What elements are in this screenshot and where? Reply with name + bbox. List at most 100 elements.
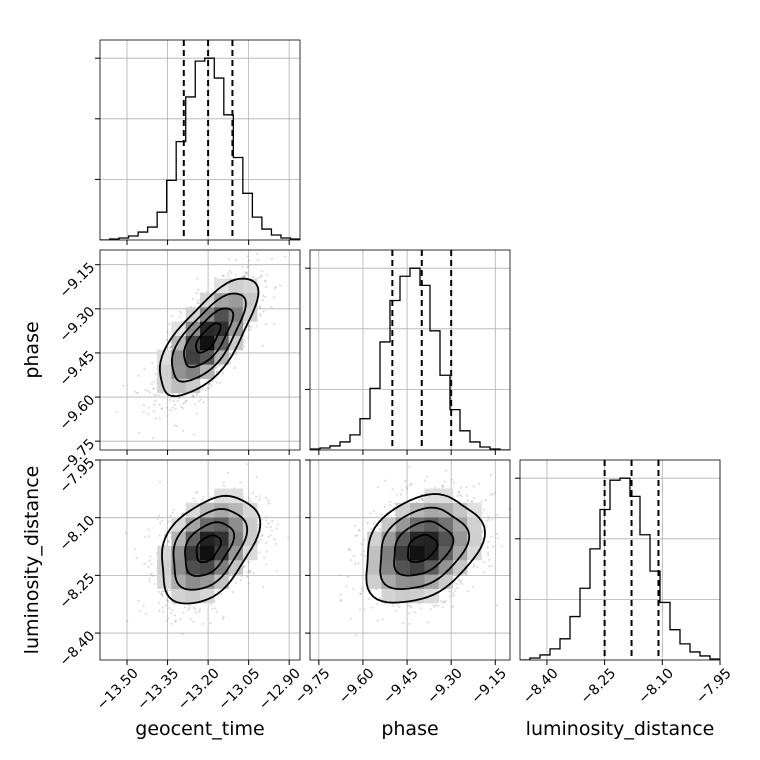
sample-point <box>389 500 392 504</box>
sample-point <box>180 312 183 315</box>
density-cell <box>185 517 201 532</box>
contour-line <box>183 307 235 369</box>
sample-point <box>255 325 258 328</box>
sample-point <box>356 534 359 537</box>
sample-point <box>197 288 200 291</box>
sample-point <box>199 398 202 401</box>
sample-point <box>152 380 155 383</box>
density-cell <box>185 531 201 547</box>
sample-point <box>245 462 248 466</box>
sample-point <box>227 258 231 261</box>
sample-point <box>441 601 444 604</box>
sample-point <box>210 603 213 606</box>
sample-point <box>406 604 410 607</box>
density-cell <box>242 502 258 518</box>
sample-point <box>148 580 152 583</box>
sample-point <box>150 562 153 566</box>
sample-point <box>346 575 350 578</box>
sample-point <box>124 531 127 535</box>
sample-point <box>276 523 279 526</box>
density-cell <box>424 488 439 504</box>
sample-point <box>244 321 247 324</box>
density-cell <box>157 378 172 394</box>
sample-point <box>215 370 218 374</box>
sample-point <box>148 577 151 580</box>
sample-point <box>489 493 492 496</box>
sample-point <box>389 503 392 507</box>
density-cell <box>467 531 482 547</box>
sample-point <box>490 518 494 521</box>
sample-point <box>214 276 217 279</box>
sample-point <box>261 344 264 347</box>
sample-point <box>226 271 229 275</box>
density-cell <box>242 517 258 532</box>
panel-frame <box>99 39 301 241</box>
sample-point <box>159 522 162 525</box>
sample-point <box>151 437 155 440</box>
contour-line <box>365 493 486 604</box>
sample-point <box>164 604 167 607</box>
sample-point <box>404 480 407 483</box>
contour-line <box>195 322 222 354</box>
sample-point <box>179 405 183 408</box>
x-axis-label-geocent_time: geocent_time <box>135 718 264 740</box>
sample-point <box>246 575 249 578</box>
density-cell <box>395 531 411 547</box>
sample-point <box>392 604 395 607</box>
sample-point <box>170 622 173 625</box>
sample-point <box>349 617 352 620</box>
sample-point <box>136 391 139 394</box>
sample-point <box>262 309 265 313</box>
sample-point <box>211 379 214 383</box>
sample-point <box>147 406 151 409</box>
sample-point <box>214 367 217 370</box>
density-cell <box>467 545 482 561</box>
sample-point <box>363 608 366 611</box>
density-cell <box>395 588 411 604</box>
sample-point <box>481 537 484 540</box>
sample-point <box>191 394 194 397</box>
density-cell <box>214 502 229 518</box>
sample-point <box>139 610 142 613</box>
sample-point <box>246 273 249 276</box>
sample-point <box>413 611 416 614</box>
sample-point <box>262 585 265 589</box>
sample-point <box>481 531 484 534</box>
sample-point <box>174 407 177 410</box>
sample-point <box>239 481 242 484</box>
sample-point <box>174 620 177 623</box>
y-tick-label: −9.15 <box>57 260 99 302</box>
sample-point <box>359 592 362 595</box>
sample-point <box>197 400 200 403</box>
sample-point <box>262 294 265 297</box>
sample-point <box>485 519 488 523</box>
sample-point <box>456 494 459 498</box>
x-tick-label: −8.10 <box>635 665 677 707</box>
sample-point <box>410 606 413 609</box>
sample-point <box>137 374 140 377</box>
sample-point <box>234 350 238 354</box>
sample-point <box>202 400 205 404</box>
sample-point <box>433 486 436 490</box>
sample-point <box>452 592 455 595</box>
sample-point <box>258 498 261 501</box>
sample-point <box>257 540 260 544</box>
sample-point <box>242 322 245 325</box>
histogram-step <box>100 57 300 240</box>
sample-point <box>508 507 510 510</box>
sample-point <box>393 510 397 513</box>
density-cell <box>171 335 187 351</box>
density-cell <box>424 517 439 532</box>
sample-point <box>443 601 447 604</box>
sample-point <box>210 384 213 387</box>
sample-point <box>191 297 194 300</box>
sample-point <box>202 622 205 626</box>
sample-point <box>360 553 363 556</box>
sample-point <box>209 496 212 499</box>
sample-point <box>482 571 485 574</box>
sample-point <box>487 518 490 522</box>
sample-point <box>442 486 445 489</box>
sample-point <box>206 387 209 390</box>
density-cell <box>214 292 229 308</box>
sample-point <box>258 551 261 554</box>
